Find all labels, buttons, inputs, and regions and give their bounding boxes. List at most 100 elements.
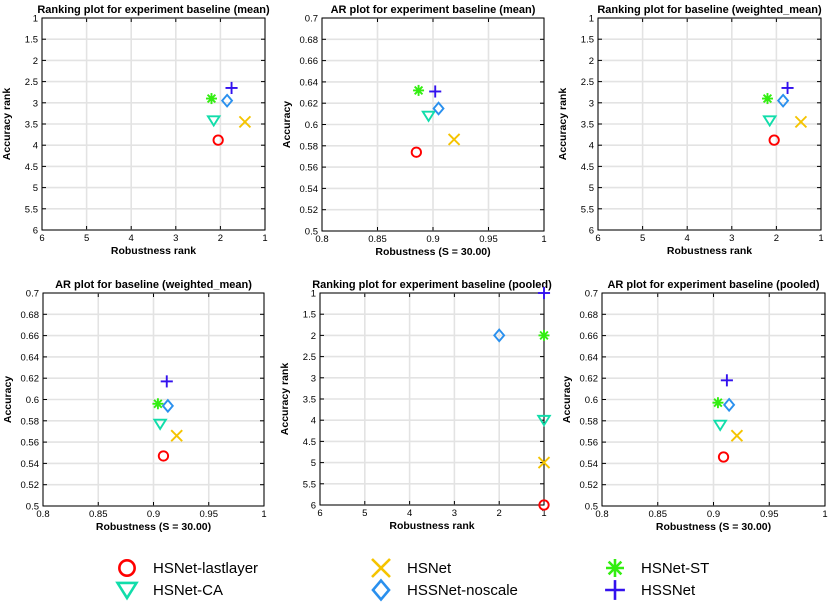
point-hsnet-ca bbox=[421, 110, 437, 123]
point-hssnet-noscale bbox=[493, 328, 506, 343]
point-hsnet-ca bbox=[762, 115, 778, 128]
y-tick-label: 0.56 bbox=[580, 438, 599, 449]
y-tick-label: 0.52 bbox=[300, 205, 319, 216]
x-tick-label: 0.85 bbox=[649, 509, 668, 520]
y-tick-label: 4.5 bbox=[25, 162, 38, 173]
x-tick-label: 4 bbox=[129, 233, 134, 244]
y-tick-label: 5 bbox=[33, 183, 38, 194]
legend-marker-hssnet bbox=[605, 580, 625, 600]
legend-item-hsnet-lastlayer: HSNet-lastlayer bbox=[118, 559, 258, 577]
point-hssnet bbox=[225, 81, 238, 95]
legend-label: HSNet bbox=[407, 560, 452, 577]
x-tick-label: 2 bbox=[497, 508, 502, 519]
legend-item-hsnet-st: HSNet-ST bbox=[606, 559, 709, 577]
x-axis-label: Robustness (S = 30.00) bbox=[375, 246, 490, 258]
y-tick-label: 0.66 bbox=[300, 56, 319, 67]
y-axis-label: Accuracy rank bbox=[557, 88, 569, 161]
y-tick-label: 0.66 bbox=[580, 331, 599, 342]
legend-item-hsnet: HSNet bbox=[371, 558, 452, 578]
y-tick-label: 0.54 bbox=[300, 184, 319, 195]
x-tick-label: 3 bbox=[173, 233, 178, 244]
axes-frame bbox=[597, 17, 822, 231]
y-tick-label: 2 bbox=[589, 56, 594, 67]
legend-item-hsnet-ca: HSNet-CA bbox=[115, 581, 223, 601]
y-tick-label: 1.5 bbox=[303, 310, 316, 321]
legend: HSNet-lastlayer HSNet HSNet-ST HSNet-CA HSSN… bbox=[115, 558, 709, 602]
y-tick-label: 0.64 bbox=[21, 352, 40, 363]
legend-label: HSNet-lastlayer bbox=[153, 560, 258, 577]
y-tick-label: 2.5 bbox=[303, 352, 316, 363]
chart-title: Ranking plot for experiment baseline (me… bbox=[37, 4, 270, 16]
x-tick-label: 0.9 bbox=[426, 234, 439, 245]
x-tick-label: 6 bbox=[317, 508, 322, 519]
y-tick-label: 0.5 bbox=[305, 227, 318, 238]
y-tick-label: 0.66 bbox=[21, 331, 40, 342]
y-tick-label: 0.58 bbox=[21, 416, 40, 427]
point-hsnet-ca bbox=[152, 418, 168, 431]
subplot-3: 6 5 4 3 2 1 1 1.5 2 2.5 3 3.5 4 4.5 5 5.5 6 Ranking plot … bbox=[557, 4, 824, 257]
y-tick-label: 1.5 bbox=[25, 35, 38, 46]
point-hsnet bbox=[794, 115, 808, 129]
y-tick-label: 2.5 bbox=[25, 77, 38, 88]
y-tick-label: 4.5 bbox=[581, 162, 594, 173]
point-hsnet-ca bbox=[536, 414, 552, 427]
point-hssnet-noscale bbox=[220, 93, 234, 108]
y-tick-label: 5.5 bbox=[25, 204, 38, 215]
legend-marker-hsnet bbox=[371, 558, 391, 578]
point-hssnet bbox=[160, 375, 173, 388]
y-tick-label: 0.68 bbox=[21, 310, 40, 321]
y-tick-label: 4 bbox=[311, 416, 316, 427]
x-tick-label: 0.8 bbox=[36, 509, 49, 520]
y-tick-label: 0.54 bbox=[21, 459, 40, 470]
subplot-6: 0.8 0.85 0.9 0.95 1 0.5 0.52 0.54 0.56 0.58 0.6 0.6… bbox=[561, 279, 828, 533]
axes-frame bbox=[42, 292, 265, 507]
point-hsnet-st bbox=[413, 84, 425, 96]
y-tick-label: 0.7 bbox=[585, 289, 598, 300]
x-tick-label: 1 bbox=[818, 233, 823, 244]
y-tick-label: 6 bbox=[33, 226, 38, 237]
y-tick-label: 0.56 bbox=[300, 163, 319, 174]
y-axis-label: Accuracy bbox=[281, 101, 293, 148]
point-hsnet-lastlayer bbox=[538, 499, 550, 511]
x-tick-label: 3 bbox=[452, 508, 457, 519]
point-hssnet bbox=[720, 374, 733, 387]
subplot-1: 6 5 4 3 2 1 1 1.5 2 2.5 3 3.5 4 4.5 5 5.5 6 Ranking plot … bbox=[1, 4, 270, 257]
point-hssnet-noscale bbox=[432, 101, 445, 116]
legend-marker-hsnet-lastlayer bbox=[118, 559, 136, 577]
y-tick-label: 2 bbox=[311, 331, 316, 342]
point-hssnet bbox=[781, 81, 794, 95]
x-tick-label: 2 bbox=[774, 233, 779, 244]
point-hsnet-st bbox=[712, 397, 724, 409]
y-tick-label: 6 bbox=[589, 226, 594, 237]
point-hsnet bbox=[537, 456, 551, 469]
subplot-2: 0.8 0.85 0.9 0.95 1 0.5 0.52 0.54 0.56 0.58 0.6 0.6… bbox=[281, 4, 547, 258]
x-tick-label: 2 bbox=[218, 233, 223, 244]
x-tick-label: 0.9 bbox=[707, 509, 720, 520]
point-hsnet-ca bbox=[206, 115, 222, 128]
y-tick-label: 3 bbox=[589, 98, 594, 109]
y-tick-label: 4.5 bbox=[303, 437, 316, 448]
axes-frame bbox=[41, 17, 266, 231]
point-hssnet-noscale bbox=[722, 397, 736, 413]
subplot-5: 6 5 4 3 2 1 1 1.5 2 2.5 3 3.5 4 4.5 5 5.5 6 Ranking plot … bbox=[279, 279, 552, 532]
y-tick-label: 4 bbox=[589, 141, 594, 152]
subplot-4: 0.8 0.85 0.9 0.95 1 0.5 0.52 0.54 0.56 0.58 0.6 0.6… bbox=[2, 279, 267, 533]
y-axis-label: Accuracy rank bbox=[279, 363, 291, 436]
x-tick-label: 1 bbox=[541, 508, 546, 519]
y-tick-label: 0.6 bbox=[305, 120, 318, 131]
chart-title: AR plot for experiment baseline (pooled) bbox=[607, 279, 819, 291]
x-tick-label: 6 bbox=[39, 233, 44, 244]
point-hssnet-noscale bbox=[776, 93, 790, 108]
y-tick-label: 5 bbox=[589, 183, 594, 194]
x-tick-label: 5 bbox=[640, 233, 645, 244]
y-tick-label: 0.58 bbox=[300, 141, 319, 152]
point-hsnet-st bbox=[205, 93, 217, 105]
x-axis-label: Robustness (S = 30.00) bbox=[656, 521, 771, 533]
x-tick-label: 1 bbox=[822, 509, 827, 520]
legend-item-hssnet-noscale: HSSNet-noscale bbox=[371, 578, 518, 602]
x-axis-label: Robustness rank bbox=[389, 520, 474, 532]
x-tick-label: 4 bbox=[407, 508, 412, 519]
y-tick-label: 0.56 bbox=[21, 438, 40, 449]
legend-marker-hssnet-noscale bbox=[371, 578, 391, 602]
legend-label: HSSNet-noscale bbox=[407, 582, 518, 599]
